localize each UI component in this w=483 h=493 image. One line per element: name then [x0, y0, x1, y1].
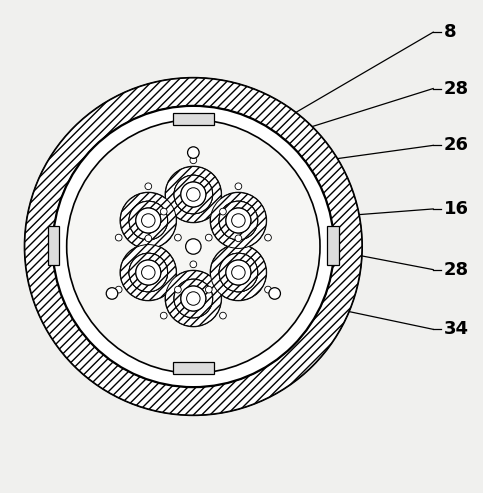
Circle shape [160, 208, 167, 215]
Wedge shape [165, 271, 221, 326]
Wedge shape [25, 78, 362, 415]
Text: 28: 28 [444, 79, 469, 98]
Circle shape [220, 312, 227, 319]
Circle shape [145, 235, 152, 242]
Circle shape [181, 286, 206, 311]
Circle shape [205, 234, 212, 241]
Circle shape [185, 239, 201, 254]
Circle shape [181, 182, 206, 207]
Circle shape [142, 266, 155, 279]
Circle shape [165, 271, 221, 326]
Circle shape [165, 167, 221, 222]
Circle shape [186, 292, 200, 305]
Circle shape [115, 234, 122, 241]
Circle shape [219, 253, 257, 292]
Text: 34: 34 [444, 320, 469, 338]
Circle shape [269, 288, 281, 299]
Circle shape [235, 235, 242, 242]
Circle shape [235, 183, 242, 190]
Circle shape [219, 201, 257, 240]
Circle shape [106, 288, 118, 299]
Circle shape [53, 106, 334, 387]
Wedge shape [219, 201, 257, 240]
Circle shape [174, 234, 181, 241]
Wedge shape [120, 193, 176, 248]
Circle shape [265, 234, 271, 241]
Circle shape [145, 183, 152, 190]
Text: 16: 16 [444, 200, 469, 218]
Circle shape [142, 214, 155, 227]
Circle shape [232, 266, 245, 279]
Circle shape [25, 78, 362, 415]
Wedge shape [174, 279, 213, 318]
Circle shape [211, 245, 266, 300]
Text: 28: 28 [444, 261, 469, 279]
Circle shape [187, 147, 199, 158]
Circle shape [190, 261, 197, 268]
Circle shape [232, 214, 245, 227]
Circle shape [115, 286, 122, 293]
Bar [173, 362, 213, 374]
Circle shape [160, 312, 167, 319]
Wedge shape [165, 167, 221, 222]
Circle shape [129, 253, 168, 292]
Wedge shape [211, 245, 266, 300]
Circle shape [186, 188, 200, 201]
Wedge shape [211, 193, 266, 248]
Wedge shape [219, 253, 257, 292]
Text: 8: 8 [444, 23, 456, 41]
Circle shape [220, 208, 227, 215]
Text: 26: 26 [444, 137, 469, 154]
Wedge shape [129, 201, 168, 240]
Circle shape [226, 208, 251, 233]
Bar [327, 226, 339, 265]
Bar [48, 226, 59, 265]
Wedge shape [129, 253, 168, 292]
Circle shape [120, 245, 176, 300]
Circle shape [129, 201, 168, 240]
Circle shape [205, 286, 212, 293]
Circle shape [136, 260, 161, 285]
Circle shape [120, 193, 176, 248]
Circle shape [174, 279, 213, 318]
Circle shape [174, 286, 181, 293]
Wedge shape [120, 245, 176, 300]
Circle shape [174, 175, 213, 214]
Circle shape [136, 208, 161, 233]
Wedge shape [174, 175, 213, 214]
Circle shape [211, 193, 266, 248]
Circle shape [190, 157, 197, 164]
Bar [173, 113, 213, 125]
Circle shape [67, 120, 320, 373]
Circle shape [265, 286, 271, 293]
Circle shape [226, 260, 251, 285]
